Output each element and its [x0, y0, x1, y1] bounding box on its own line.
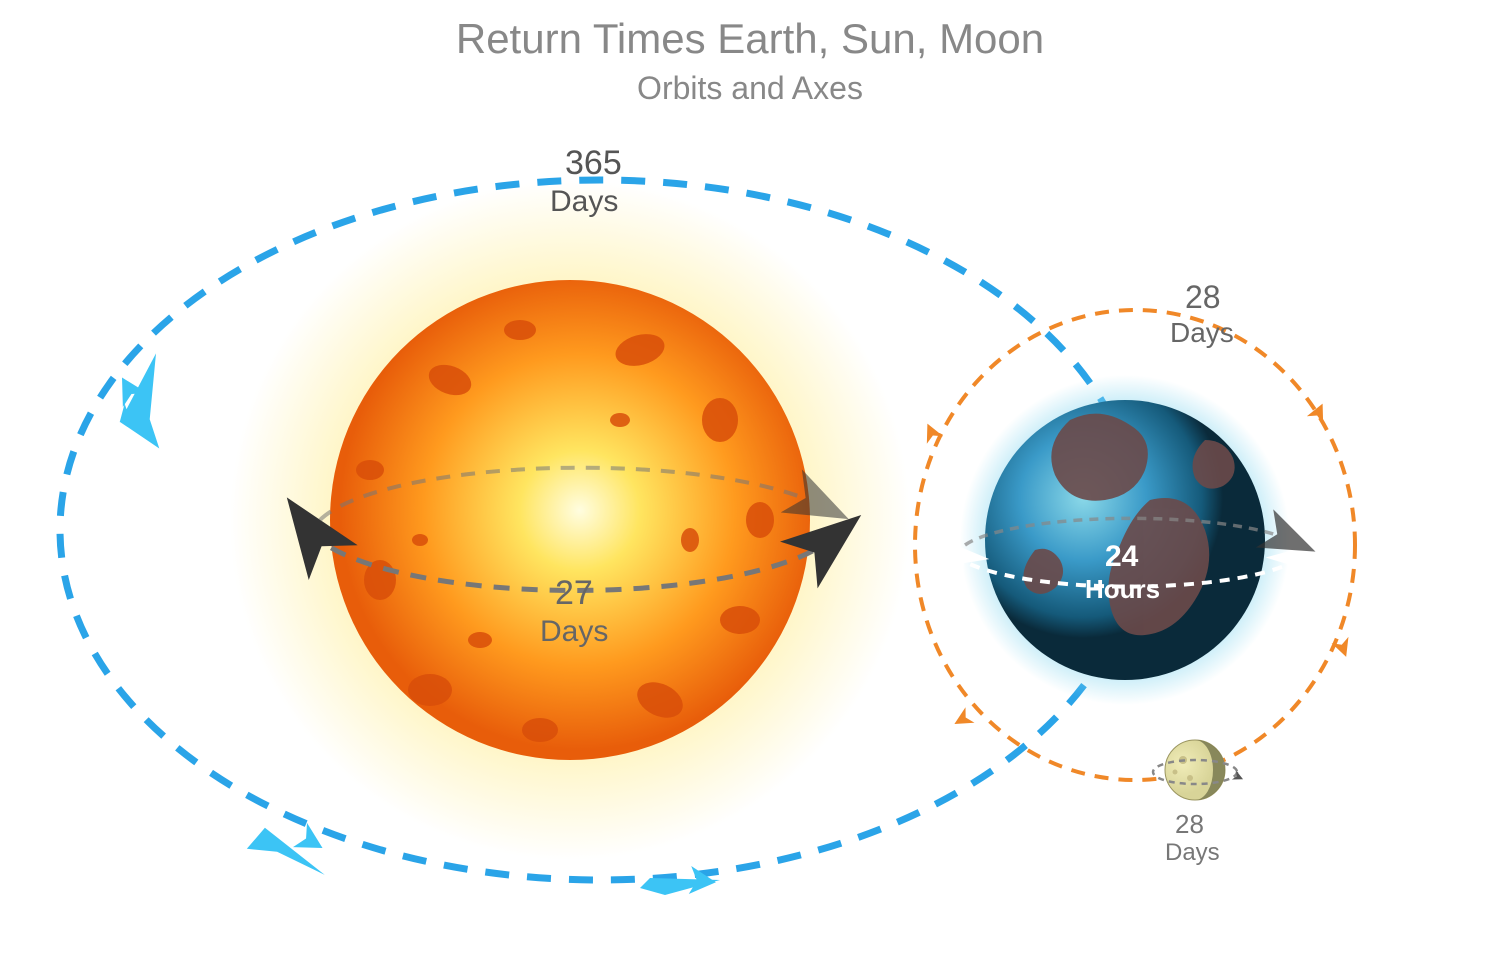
orbit-diagram — [0, 0, 1500, 975]
moon-rotation-arrow-icon — [1232, 770, 1245, 783]
earth-rotation-period-unit: Hours — [1085, 575, 1160, 604]
moon-rotation-period-number: 28 — [1175, 810, 1204, 839]
sun-body — [330, 280, 810, 760]
sun-rotation-period-number: 27 — [555, 575, 593, 612]
moon-orbit-period-number: 28 — [1185, 280, 1221, 315]
earth-orbit-period-unit: Days — [550, 185, 618, 218]
earth-orbit-period-number: 365 — [565, 145, 622, 182]
moon-orbit-arrow-icon — [950, 707, 975, 732]
earth-rotation-period-number: 24 — [1105, 540, 1138, 573]
moon-rotation-period-unit: Days — [1165, 840, 1220, 866]
moon-orbit-period-unit: Days — [1170, 318, 1234, 349]
sun-rotation-period-unit: Days — [540, 615, 608, 648]
